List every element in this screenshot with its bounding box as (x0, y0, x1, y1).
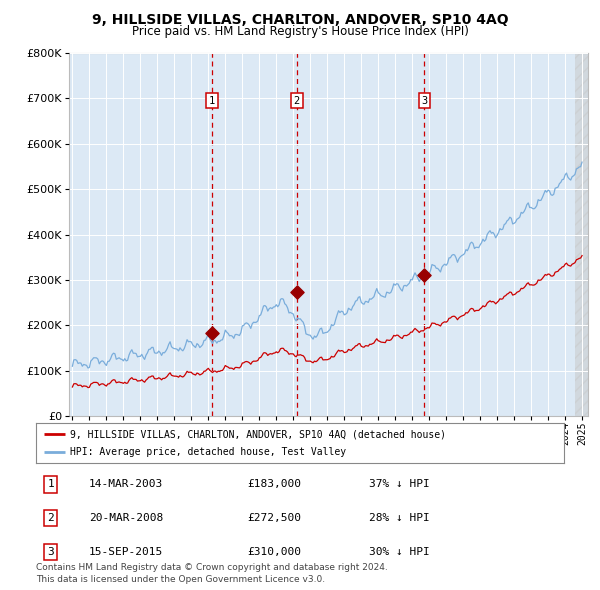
Point (292, 288, 302, 297)
Text: HPI: Average price, detached house, Test Valley: HPI: Average price, detached house, Test… (70, 447, 346, 457)
Text: 9, HILLSIDE VILLAS, CHARLTON, ANDOVER, SP10 4AQ: 9, HILLSIDE VILLAS, CHARLTON, ANDOVER, S… (92, 13, 508, 27)
Text: 2: 2 (47, 513, 54, 523)
Text: 3: 3 (47, 547, 54, 556)
Text: 28% ↓ HPI: 28% ↓ HPI (368, 513, 430, 523)
Text: 15-SEP-2015: 15-SEP-2015 (89, 547, 163, 556)
Text: 1: 1 (47, 480, 54, 489)
Text: 3: 3 (421, 96, 427, 106)
Text: 2: 2 (293, 96, 300, 106)
Point (419, 271, 429, 280)
Bar (575, 53, 588, 416)
Point (207, 328, 217, 337)
Text: 37% ↓ HPI: 37% ↓ HPI (368, 480, 430, 489)
Text: £310,000: £310,000 (247, 547, 301, 556)
Text: Price paid vs. HM Land Registry's House Price Index (HPI): Price paid vs. HM Land Registry's House … (131, 25, 469, 38)
Text: 9, HILLSIDE VILLAS, CHARLTON, ANDOVER, SP10 4AQ (detached house): 9, HILLSIDE VILLAS, CHARLTON, ANDOVER, S… (70, 430, 446, 440)
Text: 30% ↓ HPI: 30% ↓ HPI (368, 547, 430, 556)
Text: This data is licensed under the Open Government Licence v3.0.: This data is licensed under the Open Gov… (36, 575, 325, 584)
Text: 14-MAR-2003: 14-MAR-2003 (89, 480, 163, 489)
Text: £272,500: £272,500 (247, 513, 301, 523)
Text: Contains HM Land Registry data © Crown copyright and database right 2024.: Contains HM Land Registry data © Crown c… (36, 563, 388, 572)
Text: £183,000: £183,000 (247, 480, 301, 489)
Text: 1: 1 (209, 96, 215, 106)
Text: 20-MAR-2008: 20-MAR-2008 (89, 513, 163, 523)
